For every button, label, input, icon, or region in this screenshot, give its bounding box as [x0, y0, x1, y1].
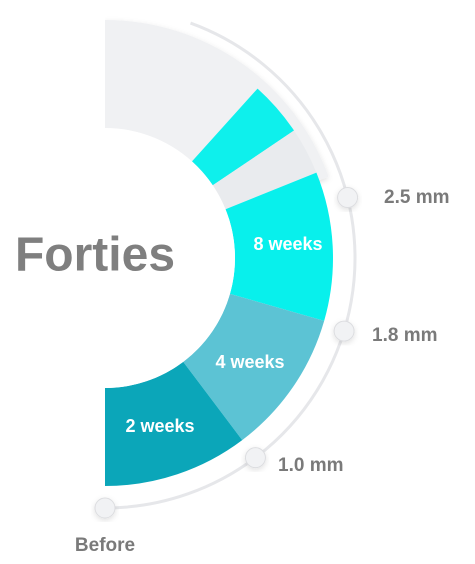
title: Forties	[15, 229, 175, 282]
marker-dot	[333, 320, 355, 342]
segment	[183, 293, 325, 441]
segment	[105, 361, 243, 486]
segment-label: 4 weeks	[215, 352, 284, 372]
inner-circle	[0, 128, 235, 388]
marker-dot	[337, 187, 359, 209]
segment	[225, 172, 334, 321]
marker-dot	[244, 447, 266, 469]
marker-label: 1.0 mm	[278, 455, 343, 476]
ring-gap	[212, 130, 317, 210]
segment-label: 8 weeks	[253, 234, 322, 254]
segment-label: 2 weeks	[125, 416, 194, 436]
ring-piece	[191, 88, 295, 186]
marker-label: 2.5 mm	[384, 187, 449, 208]
marker-dot	[94, 497, 116, 519]
marker-label: Before	[75, 535, 135, 556]
marker-label: 1.8 mm	[372, 325, 437, 346]
outer-arc	[104, 21, 357, 510]
